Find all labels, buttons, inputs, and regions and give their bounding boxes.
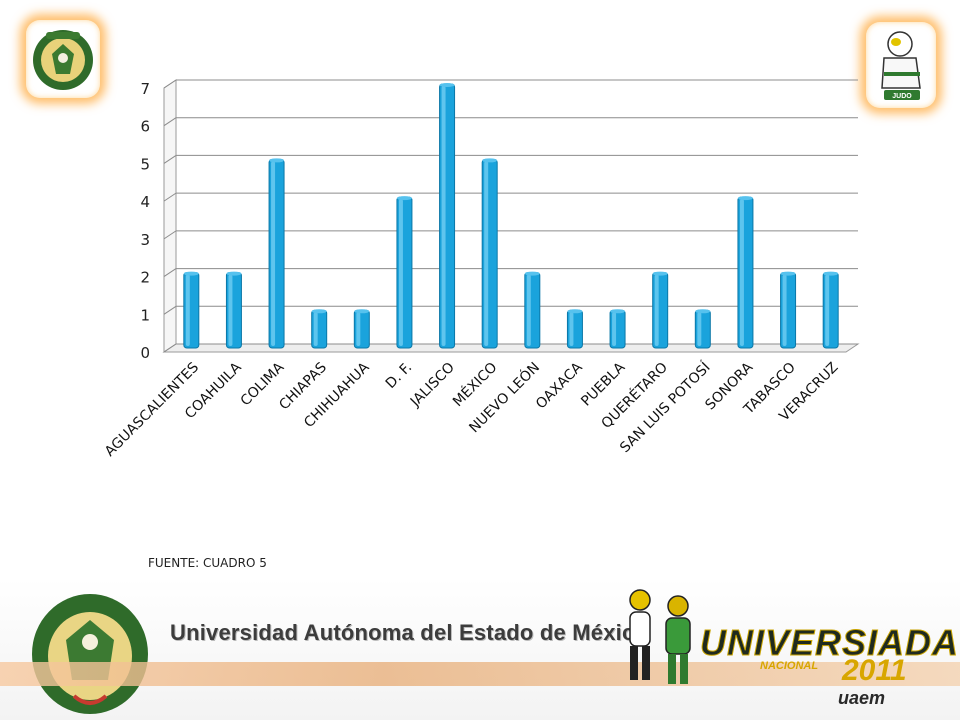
uaem-crest-icon xyxy=(32,594,148,714)
bar xyxy=(652,271,669,349)
y-tick-label: 0 xyxy=(140,344,150,362)
bar xyxy=(268,158,285,349)
universiada-nacional-text: NACIONAL xyxy=(760,660,819,672)
gridline-side xyxy=(163,192,177,202)
gridline-side xyxy=(163,268,177,277)
bar xyxy=(439,83,456,349)
y-tick-label: 1 xyxy=(140,306,150,324)
left-side-wall xyxy=(163,79,177,353)
bar xyxy=(737,196,754,349)
gridline-side xyxy=(163,305,177,315)
judo-mascot-icon: JUDO xyxy=(881,31,921,100)
gridline-side xyxy=(163,230,177,240)
bar xyxy=(524,271,541,349)
bar-chart: 0 1 2 3 4 5 6 7 AGUASCALIENTESCOAHUILACOLIMACHI… xyxy=(102,79,860,460)
x-tick-label: D. F. xyxy=(383,360,415,392)
bar xyxy=(225,271,242,349)
source-note: FUENTE: CUADRO 5 xyxy=(148,556,267,570)
universiada-year-text: 2011 xyxy=(842,654,907,687)
y-tick-label: 7 xyxy=(140,80,150,98)
judo-caption: JUDO xyxy=(892,93,912,100)
gridline-side xyxy=(163,343,177,353)
x-tick-label: NUEVO LEÓN xyxy=(465,358,543,436)
gridlines xyxy=(163,79,858,353)
bar xyxy=(780,271,797,349)
bar xyxy=(694,309,711,349)
gridline-side xyxy=(163,155,177,164)
bars xyxy=(183,83,839,349)
x-axis-labels: AGUASCALIENTESCOAHUILACOLIMACHIAPASCHIHU… xyxy=(102,358,842,460)
plot-back-wall xyxy=(162,79,860,353)
y-tick-label: 4 xyxy=(140,193,150,211)
banner-stripe xyxy=(0,662,960,686)
bar xyxy=(183,271,200,349)
gridline-side xyxy=(163,117,177,127)
bar xyxy=(566,309,583,349)
university-name: Universidad Autónoma del Estado de Méxic… xyxy=(170,620,649,645)
y-tick-label: 3 xyxy=(140,231,150,249)
bar xyxy=(311,309,328,349)
y-tick-label: 2 xyxy=(140,269,150,287)
bar xyxy=(396,196,413,349)
mascots-icon xyxy=(629,589,691,684)
gridline-side xyxy=(163,79,177,89)
uaem-shield-logo xyxy=(26,20,100,98)
y-tick-label: 5 xyxy=(140,155,150,173)
chart-floor xyxy=(162,343,860,353)
x-tick-label: OAXACA xyxy=(533,359,586,412)
y-tick-label: 6 xyxy=(140,118,150,136)
universiada-uaem-text: uaem xyxy=(838,688,886,708)
bar xyxy=(481,158,498,349)
bar xyxy=(353,309,370,349)
universiada-logo-text: UNIVERSIADA xyxy=(699,622,960,664)
judo-mascot-logo: JUDO xyxy=(866,22,936,108)
bar xyxy=(609,309,626,349)
x-tick-label: JALISCO xyxy=(407,360,458,411)
uaem-shield-icon xyxy=(33,30,93,90)
bar xyxy=(822,271,839,349)
y-axis-ticks: 0 1 2 3 4 5 6 7 xyxy=(140,80,150,362)
